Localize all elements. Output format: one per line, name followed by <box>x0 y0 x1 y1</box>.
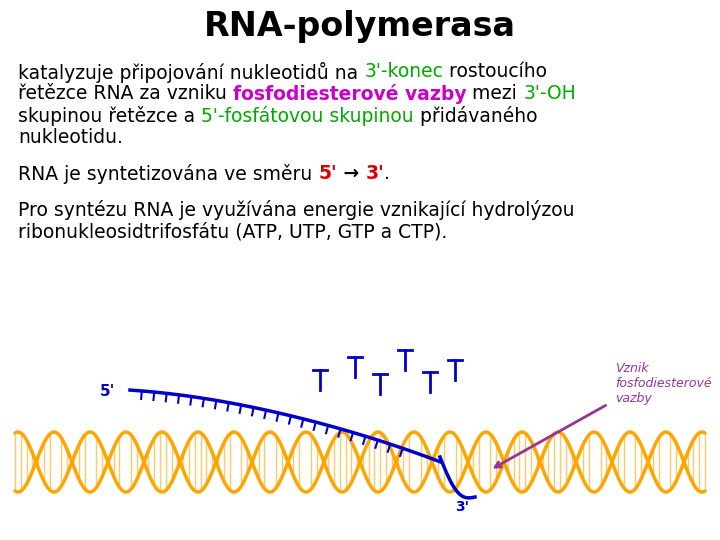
Text: 3'-konec: 3'-konec <box>364 62 443 81</box>
Text: přidávaného: přidávaného <box>414 106 537 126</box>
Text: fosfodiesterové vazby: fosfodiesterové vazby <box>233 84 467 104</box>
Text: Vznik
fosfodiesterové
vazby: Vznik fosfodiesterové vazby <box>615 362 711 405</box>
Text: řetězce RNA za vzniku: řetězce RNA za vzniku <box>18 84 233 103</box>
Text: →: → <box>337 164 366 183</box>
Text: RNA-polymerasa: RNA-polymerasa <box>204 10 516 43</box>
Text: .: . <box>384 164 390 183</box>
Text: Pro syntézu RNA je využívána energie vznikající hydrolýzou: Pro syntézu RNA je využívána energie vzn… <box>18 200 575 220</box>
Text: rostoucího: rostoucího <box>443 62 547 81</box>
Text: 5': 5' <box>99 384 115 399</box>
Text: mezi: mezi <box>467 84 523 103</box>
Text: 5'-fosfátovou skupinou: 5'-fosfátovou skupinou <box>201 106 414 126</box>
Text: 3': 3' <box>366 164 384 183</box>
Text: 3': 3' <box>455 500 469 514</box>
Text: ribonukleosidtrifosfátu (ATP, UTP, GTP a CTP).: ribonukleosidtrifosfátu (ATP, UTP, GTP a… <box>18 222 447 241</box>
Text: RNA je syntetizována ve směru: RNA je syntetizována ve směru <box>18 164 318 184</box>
Text: katalyzuje připojování nukleotidů na: katalyzuje připojování nukleotidů na <box>18 62 364 83</box>
Text: skupinou řetězce a: skupinou řetězce a <box>18 106 201 126</box>
Text: nukleotidu.: nukleotidu. <box>18 128 123 147</box>
Text: 3'-OH: 3'-OH <box>523 84 576 103</box>
Text: 5': 5' <box>318 164 337 183</box>
